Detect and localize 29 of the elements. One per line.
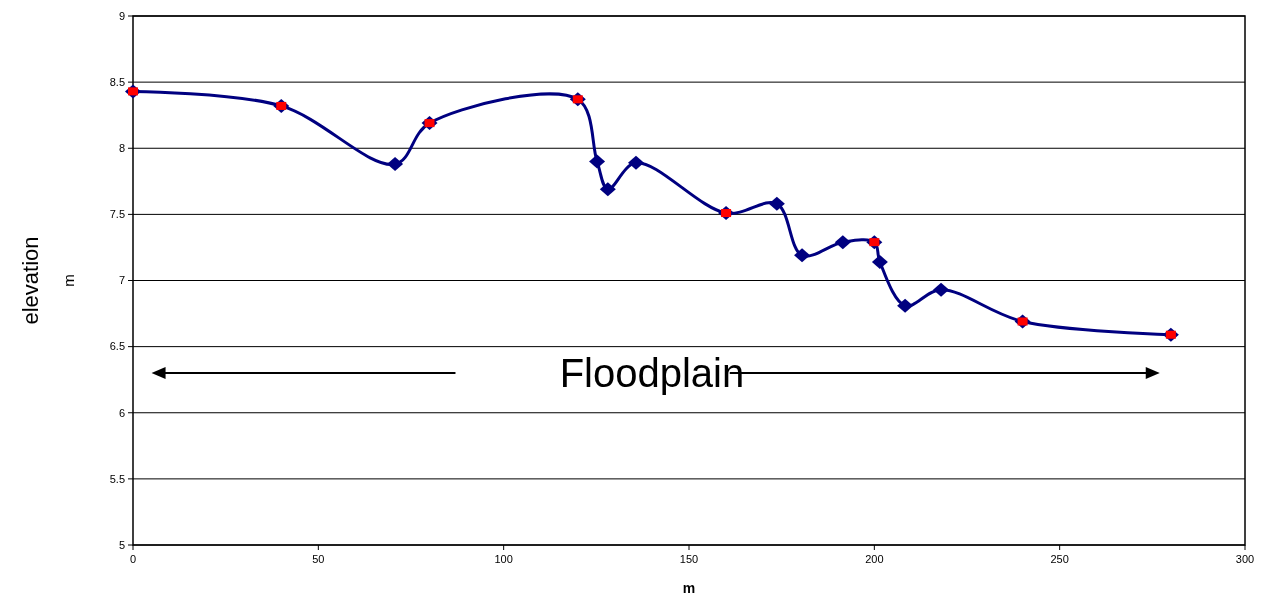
- x-tick-label: 50: [312, 553, 325, 565]
- point: [897, 298, 914, 313]
- point: [834, 235, 851, 250]
- x-tick-label: 300: [1235, 553, 1255, 565]
- x-tick-label: 150: [679, 553, 699, 565]
- y-tick-label: 6.5: [109, 340, 125, 353]
- x-axis-title: m: [682, 580, 696, 596]
- y-tick-label: 7: [118, 274, 125, 287]
- y-tick-label: 8.5: [109, 75, 125, 88]
- point: [871, 254, 888, 269]
- y-tick-label: 7.5: [109, 208, 125, 221]
- x-tick-label: 100: [494, 553, 513, 565]
- point: [768, 196, 785, 211]
- annotation: Floodplain: [559, 351, 745, 396]
- y-tick-label: 5: [118, 538, 125, 551]
- y-tick-label: 5.5: [109, 472, 125, 485]
- x-tick-label: 200: [865, 553, 884, 565]
- y-tick-label: 9: [118, 9, 125, 22]
- point: [933, 282, 950, 297]
- point: [627, 155, 644, 170]
- x-tick-label: 0: [129, 553, 137, 565]
- x-tick-label: 250: [1050, 553, 1069, 565]
- point: [599, 182, 616, 197]
- y-tick-label: 6: [118, 406, 125, 419]
- point: [794, 248, 811, 263]
- y-tick-label: 8: [118, 142, 125, 155]
- point: [589, 154, 606, 169]
- point: [387, 157, 404, 172]
- y-axis-title: elevation m: [18, 236, 77, 325]
